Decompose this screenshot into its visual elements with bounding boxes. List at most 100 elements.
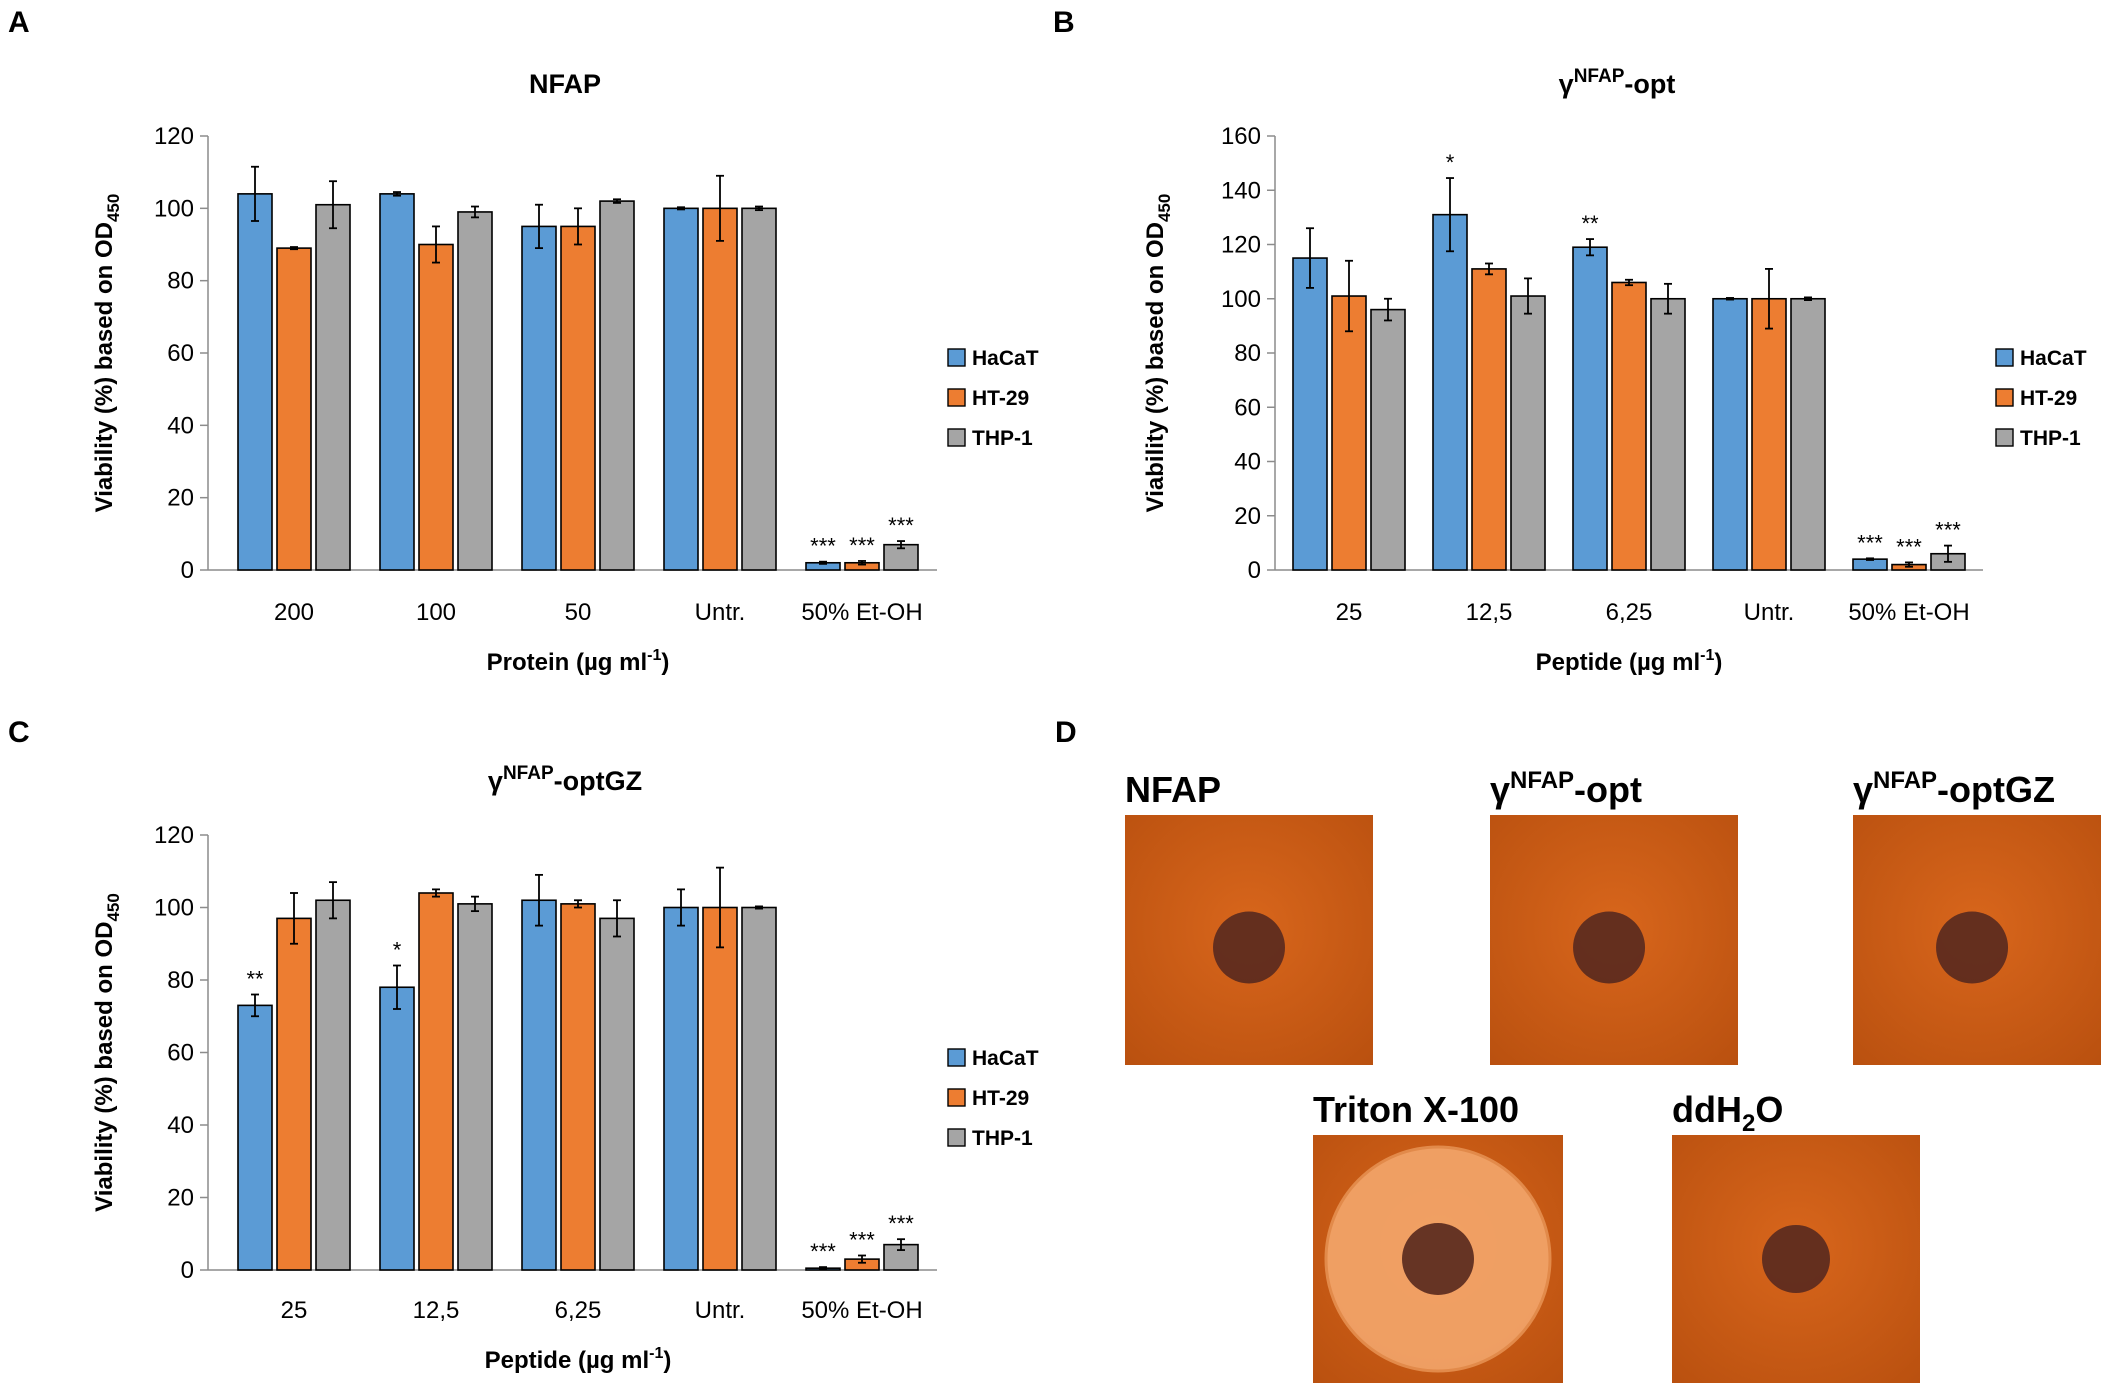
bar xyxy=(1751,297,1787,571)
chart-title: γNFAP-opt xyxy=(1559,66,1676,99)
bar xyxy=(521,899,557,1271)
legend-swatch xyxy=(947,1088,966,1107)
x-axis-label-end: ) xyxy=(1714,649,1722,676)
chart-title-suffix: -optGZ xyxy=(554,766,642,796)
y-tick-label: 80 xyxy=(167,967,194,994)
bar xyxy=(599,917,635,1271)
x-tick-label: 100 xyxy=(416,599,456,626)
bar xyxy=(276,917,312,1271)
bar xyxy=(1510,295,1546,571)
plate-label-sup: NFAP xyxy=(1873,767,1937,794)
bar xyxy=(1650,297,1686,571)
plate: Triton X-100 xyxy=(1313,1089,1563,1383)
y-tick-label: 100 xyxy=(1221,286,1261,313)
bar xyxy=(1611,281,1647,571)
plate: NFAP xyxy=(1125,769,1373,1065)
significance-label: *** xyxy=(888,513,914,538)
bar xyxy=(1331,295,1367,571)
x-tick-label: 12,5 xyxy=(1466,599,1513,626)
panel-a: A NFAP 0 20 40 60 80 100 120 Viability (%) based… xyxy=(8,6,1039,676)
y-tick-label: 100 xyxy=(154,895,194,922)
bar xyxy=(315,203,351,571)
x-axis-label-end: ) xyxy=(661,649,669,676)
bar xyxy=(237,193,273,571)
chart-title-text: γ xyxy=(1559,69,1574,99)
y-tick-label: 120 xyxy=(154,822,194,849)
legend-swatch xyxy=(947,348,966,367)
plate-label-end: O xyxy=(1755,1089,1783,1130)
x-tick-label: 50 xyxy=(565,599,592,626)
bar xyxy=(379,986,415,1271)
legend-label: HT-29 xyxy=(972,387,1029,410)
plate: γNFAP-optGZ xyxy=(1853,767,2101,1065)
chart-title: NFAP xyxy=(529,69,601,99)
plate: γNFAP-opt xyxy=(1490,767,1738,1065)
chart-title-text: γ xyxy=(488,766,503,796)
y-tick-label: 40 xyxy=(167,1112,194,1139)
legend-label: HaCaT xyxy=(972,347,1039,370)
legend-swatch xyxy=(1995,428,2014,447)
legend-label: HaCaT xyxy=(2020,347,2087,370)
x-axis-label-text: Protein (µg ml xyxy=(487,649,648,676)
chart-a: NFAP 0 20 40 60 80 100 120 Viability (%) based o… xyxy=(91,69,1039,676)
plate: ddH2O xyxy=(1672,1089,1920,1383)
sample-spot xyxy=(1402,1223,1474,1295)
y-tick-label: 0 xyxy=(1248,557,1261,584)
legend-label: HT-29 xyxy=(2020,387,2077,410)
y-tick-label: 140 xyxy=(1221,177,1261,204)
bar xyxy=(702,207,738,571)
significance-label: * xyxy=(393,938,402,963)
bar xyxy=(663,906,699,1271)
halo-edge xyxy=(1324,1145,1552,1373)
plate-label-text: Triton X-100 xyxy=(1313,1089,1519,1130)
plate-label-suffix: -opt xyxy=(1574,769,1642,810)
y-tick-label: 100 xyxy=(154,195,194,222)
bar xyxy=(741,207,777,571)
bar xyxy=(276,247,312,571)
legend-swatch xyxy=(947,428,966,447)
legend-swatch xyxy=(947,1048,966,1067)
y-axis-label-text: Viability (%) based on OD xyxy=(91,922,118,1212)
x-tick-label: 25 xyxy=(281,1297,308,1324)
significance-label: *** xyxy=(1857,530,1883,555)
y-tick-label: 120 xyxy=(154,123,194,150)
y-tick-label: 120 xyxy=(1221,232,1261,259)
plate-label-sup: NFAP xyxy=(1510,767,1574,794)
y-tick-label: 60 xyxy=(1234,394,1261,421)
y-tick-label: 20 xyxy=(167,1185,194,1212)
sample-spot xyxy=(1213,911,1285,984)
x-tick-label: 25 xyxy=(1336,599,1363,626)
plate-label-text: NFAP xyxy=(1125,769,1221,810)
y-tick-label: 0 xyxy=(181,1257,194,1284)
legend-swatch xyxy=(947,1128,966,1147)
bar xyxy=(418,892,454,1271)
legend-label: HaCaT xyxy=(972,1047,1039,1070)
y-tick-label: 80 xyxy=(1234,340,1261,367)
plate-label: ddH2O xyxy=(1672,1089,1783,1137)
chart-title-sup: NFAP xyxy=(503,763,554,784)
y-axis-label-text: Viability (%) based on OD xyxy=(91,222,118,512)
bar xyxy=(560,225,596,571)
panel-letter-d: D xyxy=(1055,716,1077,749)
bar xyxy=(521,225,557,571)
plate-label-suffix: -optGZ xyxy=(1937,769,2055,810)
significance-label: *** xyxy=(810,534,836,559)
bar xyxy=(457,211,493,571)
significance-label: ** xyxy=(246,967,264,992)
y-axis-label: Viability (%) based on OD450 xyxy=(91,194,123,513)
x-tick-label: Untr. xyxy=(695,1297,746,1324)
panel-letter-c: C xyxy=(8,716,30,749)
significance-label: *** xyxy=(849,533,875,558)
significance-label: *** xyxy=(1896,534,1922,559)
panel-b: B γNFAP-opt 0 20 40 60 80 100 120 140 160 Viabilit… xyxy=(1053,6,2087,676)
x-axis-label-end: ) xyxy=(663,1347,671,1374)
chart-title: γNFAP-optGZ xyxy=(488,763,642,796)
bar xyxy=(741,906,777,1271)
plate-label: γNFAP-opt xyxy=(1490,767,1642,810)
significance-label: ** xyxy=(1581,211,1599,236)
bar xyxy=(418,243,454,571)
y-tick-label: 0 xyxy=(181,557,194,584)
sample-spot xyxy=(1573,911,1646,984)
